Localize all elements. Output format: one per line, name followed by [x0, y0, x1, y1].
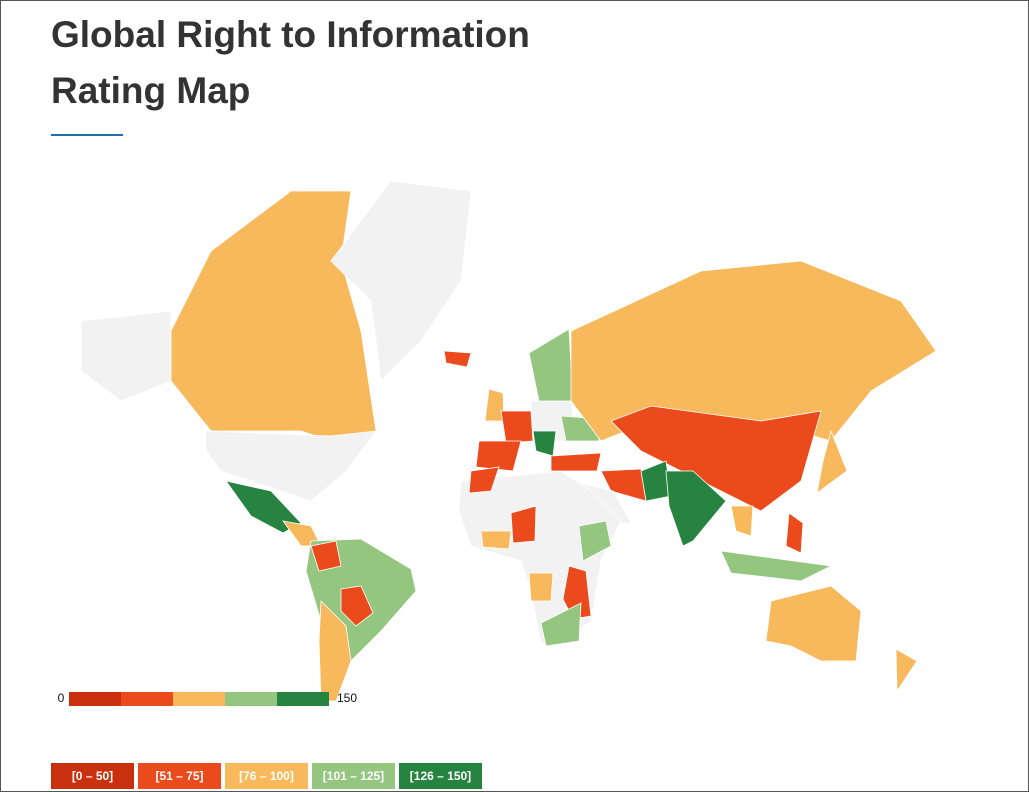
scale-min: 0 — [58, 691, 65, 705]
greenland — [330, 180, 472, 382]
china-central-asia — [610, 405, 822, 512]
legend-button[interactable]: [101 – 125] — [312, 763, 395, 789]
japan — [816, 429, 848, 494]
morocco — [468, 466, 500, 494]
france — [500, 410, 534, 444]
countries — [80, 180, 937, 702]
usa — [205, 430, 377, 502]
russia — [570, 260, 937, 442]
west-africa — [480, 530, 512, 550]
new-zealand — [895, 648, 918, 693]
india — [665, 470, 727, 547]
canada — [170, 190, 377, 442]
africa — [458, 470, 622, 644]
kenya — [578, 520, 612, 562]
alaska — [80, 310, 172, 402]
spain — [475, 440, 522, 472]
legend-button[interactable]: [51 – 75] — [138, 763, 221, 789]
title-underline — [51, 134, 123, 136]
angola — [528, 572, 554, 602]
uk — [484, 388, 505, 422]
scale-max: 150 — [337, 691, 357, 705]
colombia — [310, 540, 342, 572]
page-title: Global Right to Information Rating Map — [51, 14, 530, 111]
balkans — [532, 430, 557, 457]
world-map: 0 150 — [58, 180, 937, 706]
legend-button[interactable]: [0 – 50] — [51, 763, 134, 789]
se-asia — [730, 505, 754, 537]
legend-button[interactable]: [76 – 100] — [225, 763, 308, 789]
legend: [0 – 50] [51 – 75] [76 – 100] [101 – 125] [1… — [51, 763, 482, 789]
philippines — [785, 512, 804, 554]
scandinavia — [528, 328, 574, 412]
iceland — [443, 350, 472, 368]
turkey — [550, 452, 602, 472]
mozambique — [562, 565, 592, 620]
legend-button[interactable]: [126 – 150] — [399, 763, 482, 789]
australia — [765, 585, 862, 662]
nigeria — [510, 505, 537, 544]
chile-argentina — [318, 600, 352, 702]
south-africa — [540, 602, 582, 647]
indonesia — [720, 550, 833, 582]
scale-bar — [69, 692, 329, 706]
bolivia — [340, 585, 374, 627]
